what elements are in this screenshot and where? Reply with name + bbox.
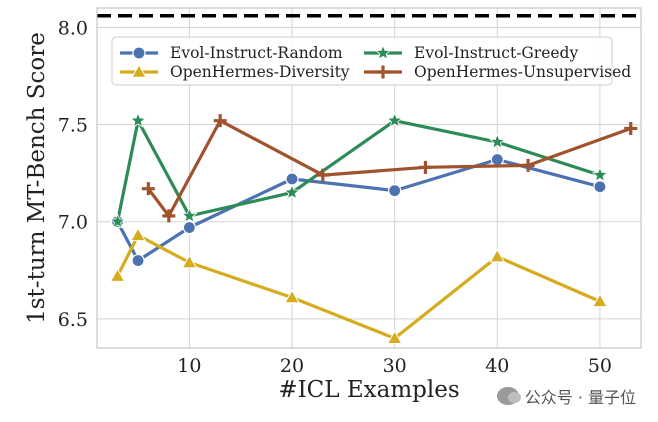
point-openhermes-diversity [181, 254, 198, 269]
legend-marker [376, 65, 390, 79]
point-openhermes-unsupervised [521, 158, 535, 172]
series-layer [109, 112, 638, 345]
legend-box [111, 36, 613, 86]
point-evol-instruct-greedy [129, 112, 147, 128]
point-evol-instruct-random [388, 184, 402, 198]
point-openhermes-diversity [130, 227, 146, 242]
point-evol-instruct-random [131, 253, 145, 268]
point-evol-instruct-random [490, 152, 504, 167]
y-tick-label: 8.0 [58, 17, 88, 39]
point-evol-instruct-greedy [489, 133, 506, 149]
point-openhermes-diversity [386, 330, 403, 345]
point-openhermes-diversity [489, 248, 506, 263]
legend: Evol-Instruct-Random Evol-Instruct-Greedy… [111, 36, 631, 86]
y-tick-label: 7.5 [58, 115, 88, 137]
legend-entry-openhermes-diversity: OpenHermes-Diversity [120, 63, 350, 81]
watermark-text: 公众号 · 量子位 [524, 388, 636, 407]
x-tick-label: 20 [280, 355, 304, 377]
plot-frame [96, 7, 642, 349]
point-openhermes-unsupervised [141, 182, 155, 196]
line-openhermes-unsupervised [147, 119, 632, 218]
point-evol-instruct-greedy [591, 166, 609, 183]
watermark: 公众号 · 量子位 [496, 384, 636, 408]
point-evol-instruct-greedy [283, 183, 301, 200]
legend-entry-openhermes-unsupervised: OpenHermes-Unsupervised [364, 63, 631, 81]
point-openhermes-unsupervised [418, 160, 432, 174]
point-openhermes-unsupervised [624, 121, 638, 135]
x-tick-label: 50 [588, 355, 612, 377]
wechat-icon [496, 387, 521, 405]
x-tick-label: 40 [485, 355, 509, 377]
series-openhermes-unsupervised [141, 114, 638, 223]
legend-label: OpenHermes-Diversity [170, 63, 350, 81]
point-evol-instruct-random [182, 220, 196, 235]
point-openhermes-unsupervised [162, 209, 176, 223]
x-axis-label: #ICL Examples [278, 377, 459, 403]
legend-label: Evol-Instruct-Greedy [414, 44, 578, 62]
legend-entry-evol-instruct-random: Evol-Instruct-Random [120, 44, 343, 62]
point-openhermes-unsupervised [213, 114, 227, 128]
legend-marker [131, 63, 147, 78]
point-evol-instruct-random [285, 172, 299, 186]
point-openhermes-diversity [109, 268, 126, 282]
y-tick-label: 6.5 [58, 309, 88, 331]
point-openhermes-diversity [592, 293, 608, 308]
y-axis-label: 1st-turn MT-Bench Score [24, 32, 50, 324]
point-openhermes-unsupervised [316, 168, 330, 182]
point-openhermes-diversity [284, 289, 300, 304]
legend-marker [374, 44, 392, 60]
series-openhermes-diversity [109, 227, 608, 345]
ticks: 10 20 30 40 50 6.5 7.0 7.5 8.0 [58, 17, 612, 377]
x-tick-label: 10 [177, 355, 201, 377]
y-tick-label: 7.0 [58, 212, 88, 234]
legend-label: Evol-Instruct-Random [170, 44, 343, 62]
legend-marker [132, 46, 146, 60]
legend-entry-evol-instruct-greedy: Evol-Instruct-Greedy [364, 44, 578, 62]
series-evol-instruct-greedy [109, 112, 609, 229]
point-evol-instruct-greedy [181, 207, 198, 223]
point-evol-instruct-random [593, 180, 607, 194]
point-evol-instruct-greedy [109, 213, 126, 229]
legend-label: OpenHermes-Unsupervised [414, 63, 631, 81]
x-tick-label: 30 [383, 355, 407, 377]
point-evol-instruct-greedy [386, 112, 403, 128]
